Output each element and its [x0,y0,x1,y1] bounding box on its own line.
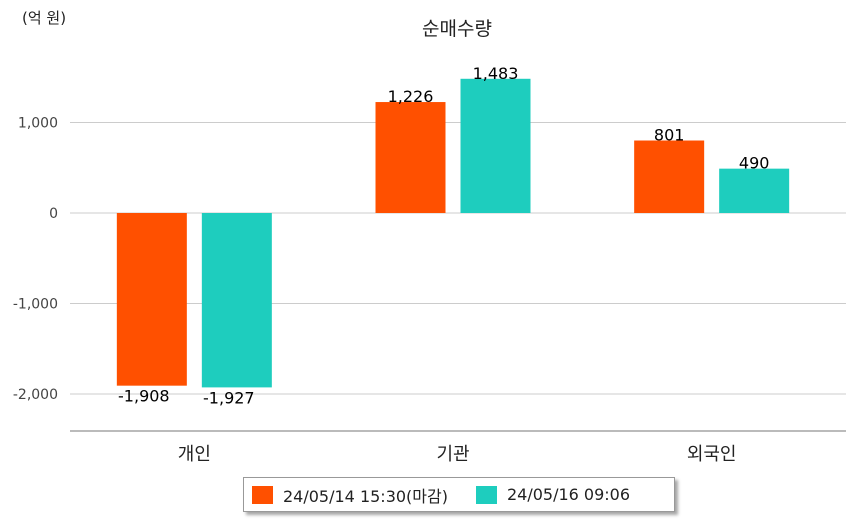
y-tick-label: -1,000 [13,297,58,313]
legend-item-series-1[interactable]: 24/05/14 15:30(마감) [252,483,448,507]
bar[interactable] [719,168,790,213]
bar[interactable] [201,213,272,388]
data-label: 801 [654,126,685,145]
bars [116,78,790,388]
bar[interactable] [460,78,531,213]
legend-label: 24/05/16 09:06 [506,485,631,504]
bar[interactable] [634,140,705,213]
y-tick-label: 0 [49,206,58,222]
data-label: 490 [739,154,770,173]
category-labels: 개인 기관 외국인 [178,444,737,465]
y-axis-ticks: 1,000 0 -1,000 -2,000 [13,116,58,404]
legend-item-series-2[interactable]: 24/05/16 09:06 [475,485,631,504]
category-label: 기관 [436,444,469,465]
y-tick-label: 1,000 [18,116,58,132]
data-label: -1,927 [203,388,255,407]
y-tick-label: -2,000 [13,387,58,403]
data-label: -1,908 [118,387,170,406]
bar[interactable] [116,213,187,386]
data-label: 1,483 [473,64,519,83]
gridlines [70,122,846,395]
chart-title: 순매수량 [422,18,492,40]
legend: 24/05/14 15:30(마감) 24/05/16 09:06 [243,477,675,512]
category-label: 개인 [178,444,211,465]
legend-label: 24/05/14 15:30(마감) [283,486,448,506]
data-labels: -1,908 -1,927 1,226 1,483 801 490 [118,64,769,408]
legend-swatch [252,485,273,504]
data-label: 1,226 [388,87,434,106]
category-label: 외국인 [687,444,737,465]
legend-swatch [475,485,497,504]
bar[interactable] [375,102,446,213]
unit-label: (억 원) [22,9,66,27]
